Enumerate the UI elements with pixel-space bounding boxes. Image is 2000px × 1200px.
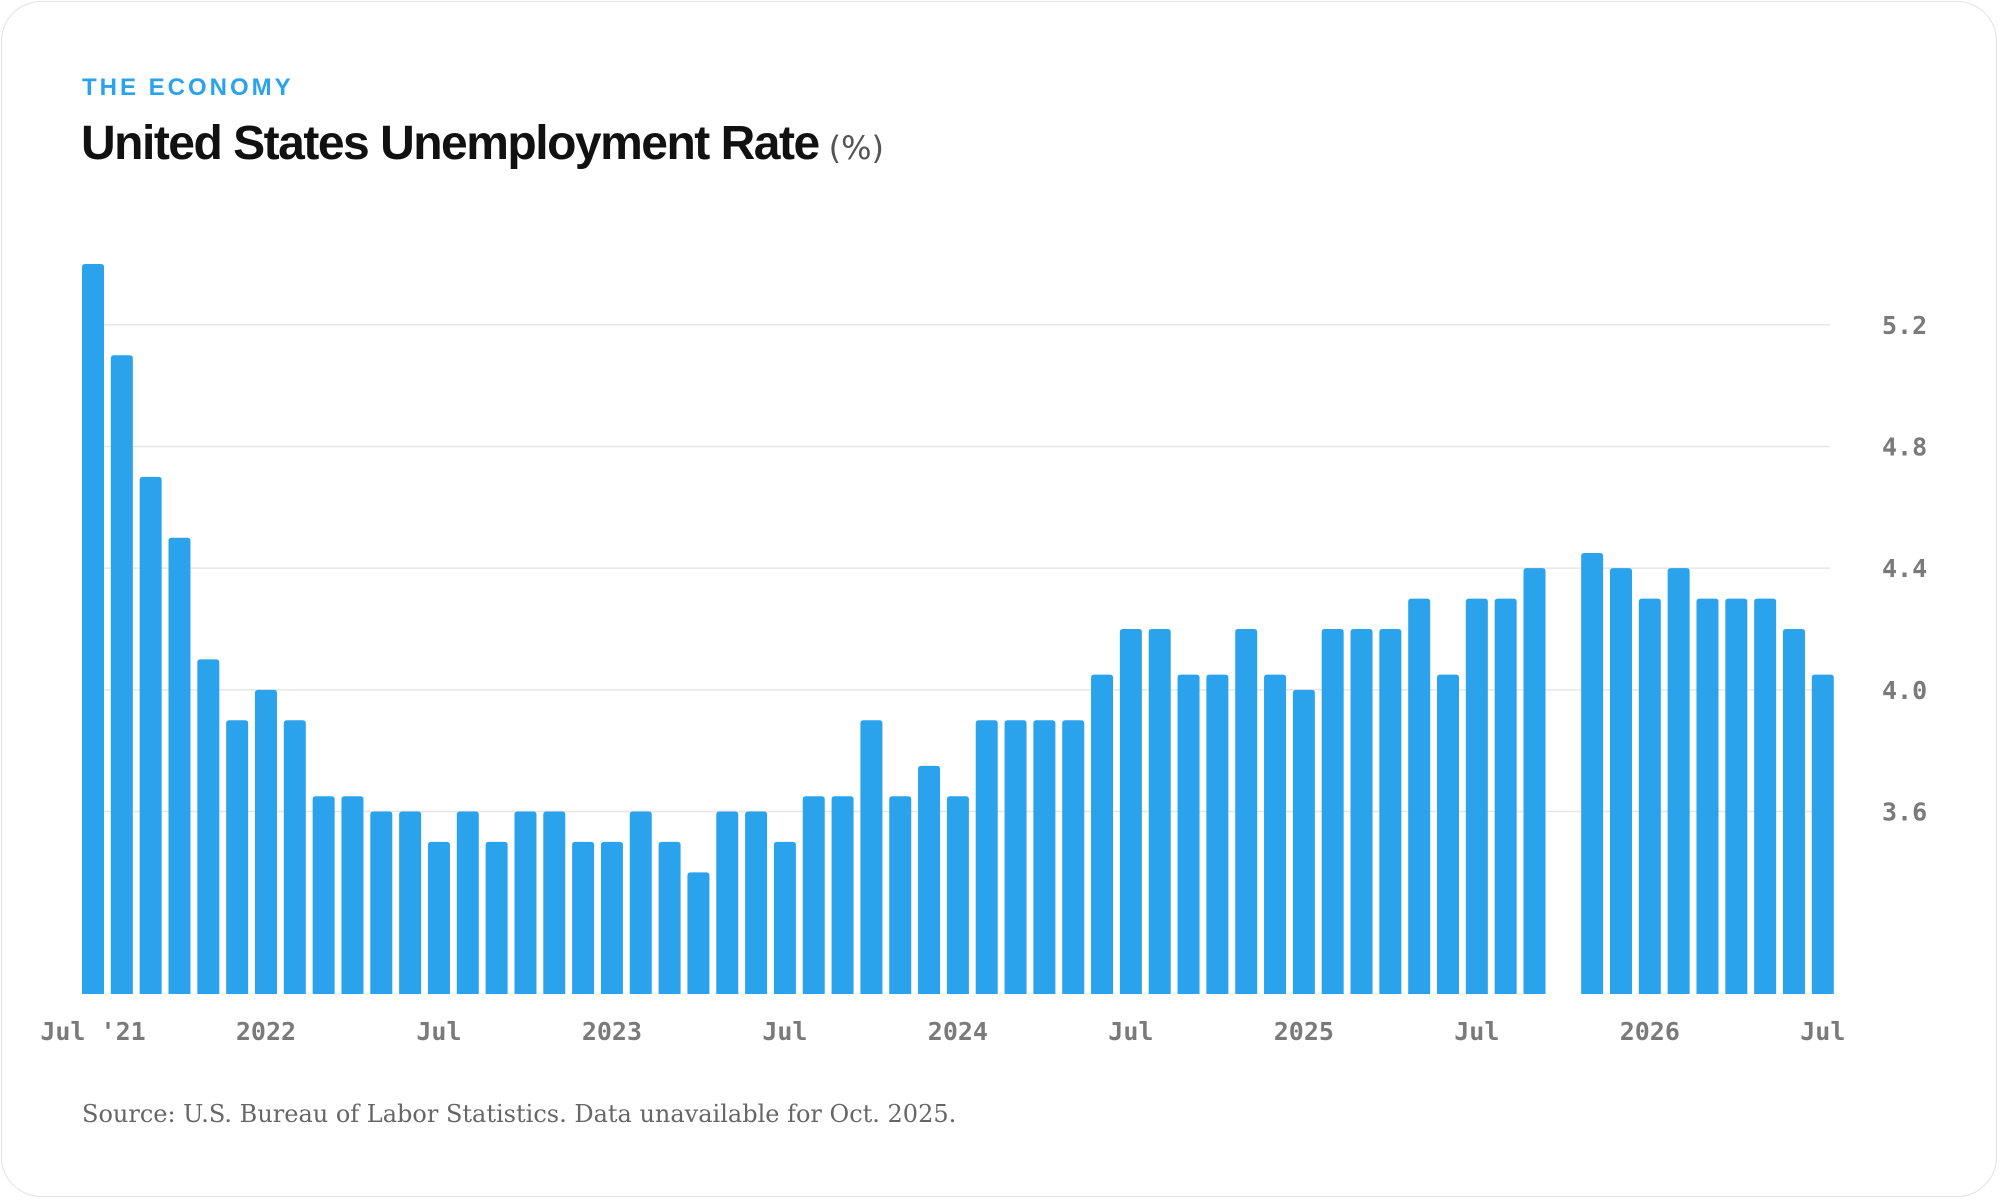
bar: [1696, 598, 1719, 994]
bar: [1264, 674, 1287, 994]
bar: [1148, 629, 1171, 994]
bar: [1379, 629, 1402, 994]
x-tick-label: 2022: [236, 1017, 296, 1046]
bar: [572, 841, 595, 994]
x-tick-label: Jul: [1454, 1017, 1499, 1046]
bar: [629, 811, 652, 994]
x-axis: Jul '21 2022 Jul 2023 Jul 2024 Jul 2025 Jul 2026 J…: [40, 1017, 1845, 1046]
y-tick-label: 3.6: [1882, 798, 1927, 827]
bar: [975, 720, 998, 994]
bar: [427, 841, 450, 994]
bar: [110, 355, 133, 994]
bar: [399, 811, 422, 994]
bar: [1235, 629, 1258, 994]
y-tick-label: 4.8: [1882, 433, 1927, 462]
bar: [456, 811, 479, 994]
chart-unit: (%): [828, 129, 885, 167]
source-note: Source: U.S. Bureau of Labor Statistics.…: [82, 1100, 957, 1128]
bar: [1782, 629, 1805, 994]
bar: [370, 811, 393, 994]
x-tick-label: Jul: [1800, 1017, 1845, 1046]
bar: [168, 537, 191, 994]
bar: [1177, 674, 1200, 994]
bar: [1725, 598, 1748, 994]
bar: [1754, 598, 1777, 994]
bars: [82, 264, 1834, 995]
bar: [543, 811, 566, 994]
bar: [889, 796, 912, 994]
bar: [1004, 720, 1027, 994]
bar: [802, 796, 825, 994]
bar: [283, 720, 306, 994]
bar: [745, 811, 768, 994]
bar: [485, 841, 508, 994]
y-axis: 3.6 4.0 4.4 4.8 5.2: [1882, 311, 1927, 827]
bar: [716, 811, 739, 994]
bar: [1292, 689, 1315, 994]
x-tick-label: 2023: [582, 1017, 642, 1046]
x-tick-label: 2024: [928, 1017, 988, 1046]
bar: [1465, 598, 1488, 994]
bar: [1523, 568, 1546, 994]
bar: [831, 796, 854, 994]
y-tick-label: 4.4: [1882, 554, 1927, 583]
chart-title: United States Unemployment Rate: [81, 117, 820, 170]
bar: [946, 796, 969, 994]
bar: [1033, 720, 1056, 994]
bar: [773, 841, 796, 994]
bar: [254, 689, 277, 994]
bar: [1206, 674, 1229, 994]
bar: [139, 476, 162, 995]
x-tick-label: Jul '21: [40, 1017, 145, 1046]
bar: [1581, 552, 1604, 994]
bar: [312, 796, 335, 994]
bar: [1119, 629, 1142, 994]
bar: [1321, 629, 1344, 994]
bar: [1609, 568, 1632, 994]
x-tick-label: 2026: [1620, 1017, 1680, 1046]
bar: [514, 811, 537, 994]
bar: [860, 720, 883, 994]
bar: [341, 796, 364, 994]
y-tick-label: 5.2: [1882, 311, 1927, 340]
bar: [1350, 629, 1373, 994]
bar: [82, 264, 104, 994]
x-tick-label: 2025: [1274, 1017, 1334, 1046]
bar: [1667, 568, 1690, 994]
bar: [197, 659, 220, 994]
bar: [1638, 598, 1661, 994]
y-tick-label: 4.0: [1882, 676, 1927, 705]
x-tick-label: Jul: [416, 1017, 461, 1046]
gridlines: [82, 324, 1830, 813]
section-kicker: THE ECONOMY: [82, 74, 294, 101]
bar: [1408, 598, 1431, 994]
bar: [226, 720, 249, 994]
bar: [687, 872, 710, 994]
bar: [600, 841, 623, 994]
bar: [1811, 674, 1834, 994]
x-tick-label: Jul: [1108, 1017, 1153, 1046]
bar: [658, 841, 681, 994]
x-tick-label: Jul: [762, 1017, 807, 1046]
bar: [1494, 598, 1517, 994]
bar: [1062, 720, 1085, 994]
bar: [918, 765, 941, 994]
chart-title-row: United States Unemployment Rate (%): [81, 116, 884, 171]
bar: [1437, 674, 1460, 994]
bar: [1091, 674, 1114, 994]
